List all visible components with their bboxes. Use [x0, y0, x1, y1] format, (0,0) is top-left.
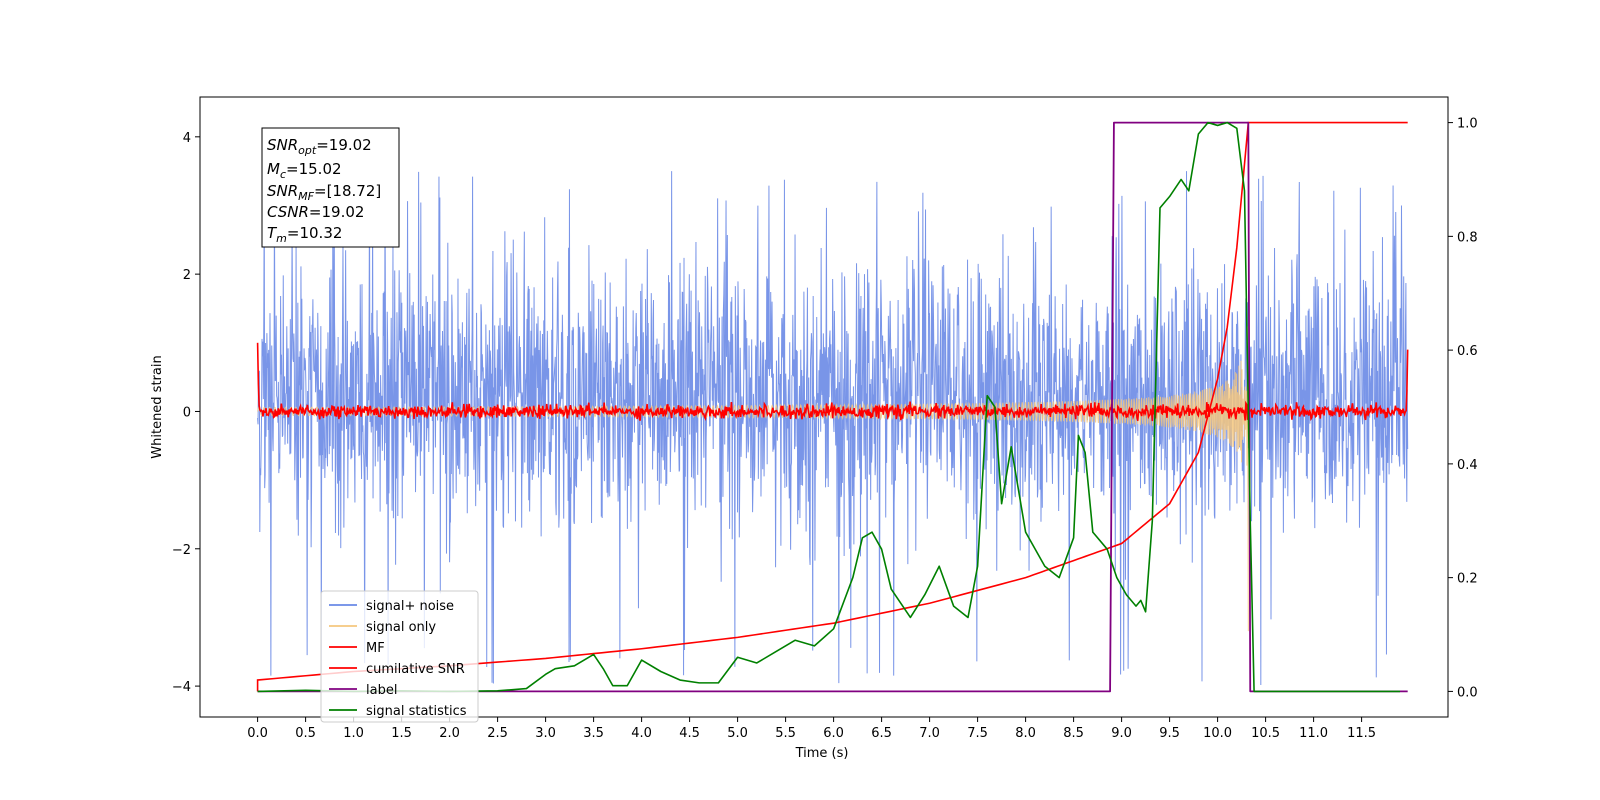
x-tick-label: 11.5: [1347, 726, 1376, 741]
x-tick-label: 4.0: [631, 726, 652, 741]
x-tick-label: 7.5: [967, 726, 988, 741]
y-right-tick-label: 0.0: [1457, 685, 1478, 700]
info-csnr: CSNR=19.02: [267, 203, 364, 221]
legend-label: MF: [366, 641, 385, 656]
y-axis-right-ticks: 1.0 0.8 0.6 0.4 0.2 0.0: [1448, 117, 1478, 700]
x-tick-label: 6.5: [871, 726, 892, 741]
signal-statistics-line: [257, 121, 1400, 693]
x-tick-label: 0.0: [247, 726, 268, 741]
legend-label: label: [366, 683, 397, 698]
x-tick-label: 1.5: [391, 726, 412, 741]
mf-line: [256, 342, 1409, 422]
y-right-tick-label: 0.2: [1457, 572, 1478, 587]
y-left-tick-label: −4: [172, 680, 191, 695]
y-right-tick-label: 0.6: [1457, 344, 1478, 359]
info-snr-opt: SNRopt=19.02: [267, 136, 372, 157]
x-tick-label: 4.5: [679, 726, 700, 741]
x-tick-label: 0.5: [295, 726, 316, 741]
y-left-tick-label: 0: [183, 405, 191, 420]
signal-statistics-series: [257, 121, 1400, 693]
x-tick-label: 5.5: [775, 726, 796, 741]
legend-label: signal only: [366, 620, 436, 635]
x-tick-label: 11.0: [1299, 726, 1328, 741]
x-tick-label: 3.0: [535, 726, 556, 741]
legend: signal+ noise signal only MF cumilative SNR…: [320, 590, 479, 723]
x-tick-label: 8.5: [1063, 726, 1084, 741]
y-axis-label: Whitened strain: [150, 355, 165, 458]
y-right-tick-label: 1.0: [1457, 117, 1478, 132]
legend-label: signal statistics: [366, 704, 467, 719]
x-tick-label: 10.5: [1251, 726, 1280, 741]
y-right-tick-label: 0.4: [1457, 458, 1478, 473]
x-tick-label: 5.0: [727, 726, 748, 741]
signal-noise-series: [257, 171, 1409, 686]
y-left-tick-label: −2: [172, 543, 191, 558]
signal-noise-line: [257, 171, 1409, 686]
y-right-tick-label: 0.8: [1457, 230, 1478, 245]
legend-item: cumilative SNR: [329, 662, 465, 677]
legend-label: signal+ noise: [366, 599, 454, 614]
legend-item: label: [329, 683, 397, 698]
legend-item: signal+ noise: [329, 599, 454, 614]
legend-item: signal statistics: [329, 704, 467, 719]
legend-item: MF: [329, 641, 385, 656]
x-tick-label: 2.5: [487, 726, 508, 741]
info-snr-mf: SNRMF=[18.72]: [267, 182, 381, 203]
legend-label: cumilative SNR: [366, 662, 465, 677]
y-axis-left-ticks: 4 2 0 −2 −4: [172, 131, 200, 695]
mf-series: [256, 342, 1409, 422]
x-tick-label: 9.5: [1159, 726, 1180, 741]
y-left-tick-label: 2: [183, 268, 191, 283]
x-tick-label: 9.0: [1111, 726, 1132, 741]
info-mc: Mc=15.02: [267, 160, 342, 181]
x-tick-label: 10.0: [1203, 726, 1232, 741]
x-tick-label: 3.5: [583, 726, 604, 741]
x-tick-label: 6.0: [823, 726, 844, 741]
x-tick-label: 2.0: [439, 726, 460, 741]
x-tick-label: 8.0: [1015, 726, 1036, 741]
x-tick-label: 1.0: [343, 726, 364, 741]
info-box: SNRopt=19.02 Mc=15.02 SNRMF=[18.72] CSNR…: [261, 127, 400, 248]
plot-frame: [199, 96, 1449, 718]
info-tm: Tm=10.32: [267, 224, 342, 245]
legend-item: signal only: [329, 620, 436, 635]
x-axis-label: Time (s): [795, 746, 849, 761]
y-left-tick-label: 4: [183, 131, 191, 146]
x-axis-ticks: 0.0 0.5 1.0 1.5 2.0 2.5 3.0 3.5 4.0 4.5 5.0 5.5 6.0 6…: [247, 717, 1376, 741]
x-tick-label: 7.0: [919, 726, 940, 741]
